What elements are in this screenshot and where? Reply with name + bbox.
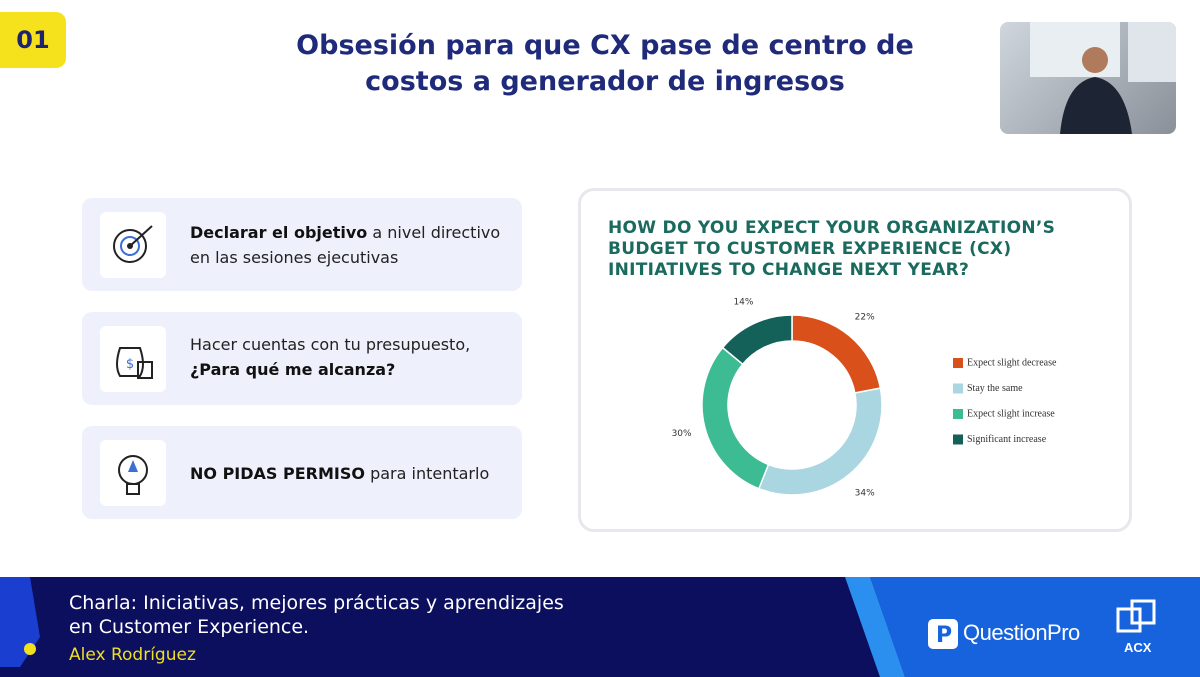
text-segment: para intentarlo bbox=[364, 464, 490, 483]
banner-title: Charla: Iniciativas, mejores prácticas y… bbox=[69, 591, 564, 639]
title-line: Obsesión para que CX pase de centro de bbox=[296, 30, 914, 61]
legend-swatch bbox=[953, 358, 963, 368]
banner-line: Charla: Iniciativas, mejores prácticas y… bbox=[69, 592, 564, 614]
donut-slice bbox=[701, 346, 770, 490]
speaker-video bbox=[1000, 22, 1176, 134]
text-segment: NO PIDAS PERMISO bbox=[190, 464, 365, 483]
card-text: Declarar el objetivo a nivel directivo en… bbox=[190, 220, 500, 270]
title-line: costos a generador de ingresos bbox=[365, 66, 845, 97]
card-text: NO PIDAS PERMISO para intentarlo bbox=[190, 461, 489, 486]
brand-logo: QuestionPro bbox=[963, 620, 1080, 645]
card-text: Hacer cuentas con tu presupuesto, ¿Para q… bbox=[190, 332, 470, 382]
donut-slice bbox=[791, 314, 882, 394]
banner-line: en Customer Experience. bbox=[69, 616, 310, 638]
svg-text:P: P bbox=[936, 623, 952, 648]
card-line: NO PIDAS PERMISO para intentarlo bbox=[190, 461, 489, 486]
brand-logo: ACX bbox=[1124, 640, 1152, 655]
idea-icon bbox=[100, 440, 166, 506]
video-frame bbox=[1030, 22, 1176, 134]
card-line: ¿Para qué me alcanza? bbox=[190, 357, 470, 382]
svg-text:$: $ bbox=[126, 357, 134, 372]
card-line: en las sesiones ejecutivas bbox=[190, 245, 500, 270]
text-segment: Hacer cuentas con tu presupuesto, bbox=[190, 335, 471, 354]
legend-label: Expect slight decrease bbox=[967, 357, 1057, 368]
value-label: 22% bbox=[855, 313, 875, 323]
value-label: 14% bbox=[733, 297, 753, 307]
text-segment: ¿Para qué me alcanza? bbox=[190, 360, 396, 379]
value-label: 30% bbox=[672, 429, 692, 439]
legend-swatch bbox=[953, 409, 963, 419]
money-icon: $ bbox=[100, 326, 166, 392]
donut-slice bbox=[757, 387, 883, 496]
text-segment: a nivel directivo bbox=[367, 223, 501, 242]
banner: P bbox=[0, 577, 1200, 677]
card: $ Hacer cuentas con tu presupuesto, ¿Para… bbox=[82, 312, 522, 405]
card-line: Hacer cuentas con tu presupuesto, bbox=[190, 332, 470, 357]
legend-label: Stay the same bbox=[967, 383, 1023, 394]
legend-swatch bbox=[953, 434, 963, 445]
target-icon bbox=[100, 212, 166, 278]
card: Declarar el objetivo a nivel directivo en… bbox=[82, 198, 522, 291]
text-segment: Declarar el objetivo bbox=[190, 223, 368, 242]
legend-label: Significant increase bbox=[967, 434, 1047, 445]
card: NO PIDAS PERMISO para intentarlo bbox=[82, 426, 522, 519]
value-label: 34% bbox=[855, 488, 875, 498]
donut-slice bbox=[721, 314, 793, 366]
chart: 22% Expect slight decrease 34% Stay the sam… bbox=[672, 297, 1057, 498]
legend-swatch bbox=[953, 383, 963, 394]
speaker-name: Alex Rodríguez bbox=[69, 645, 196, 665]
badge: 01 bbox=[0, 12, 66, 68]
card-line: Declarar el objetivo a nivel directivo bbox=[190, 220, 500, 245]
legend-label: Expect slight increase bbox=[967, 408, 1055, 419]
chart-title: HOW DO YOU EXPECT YOUR ORGANIZATION’S BU… bbox=[608, 218, 1056, 280]
text-segment: en las sesiones ejecutivas bbox=[190, 248, 399, 267]
title: Obsesión para que CX pase de centro de c… bbox=[200, 28, 1010, 100]
